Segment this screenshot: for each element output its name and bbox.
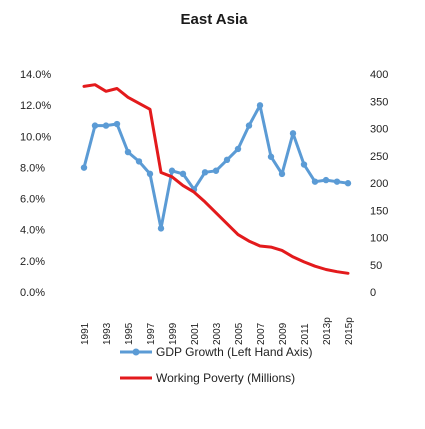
x-tick-label: 2001	[190, 322, 201, 345]
right-tick-label: 350	[370, 96, 388, 108]
x-tick-label: 1999	[168, 322, 179, 345]
series-line-working-poverty	[82, 83, 350, 275]
gdp-data-point	[267, 153, 275, 160]
left-tick-label: 8.0%	[20, 162, 45, 174]
gdp-data-point	[278, 170, 286, 178]
left-tick-label: 12.0%	[20, 100, 51, 112]
x-tick-label: 2005	[234, 322, 245, 345]
x-tick-label: 2013p	[322, 317, 333, 345]
right-tick-label: 250	[370, 151, 388, 163]
gdp-data-point	[80, 164, 88, 171]
x-tick-label: 2009	[278, 322, 289, 345]
legend-item-gdp: GDP Growth (Left Hand Axis)	[120, 345, 313, 359]
left-tick-label: 4.0%	[20, 225, 45, 237]
series-line-gdp-growth	[82, 103, 350, 230]
x-tick-label: 2011	[300, 323, 311, 345]
x-tick-label: 1993	[102, 322, 113, 345]
left-tick-label: 0.0%	[20, 287, 45, 299]
chart-title: East Asia	[181, 11, 249, 28]
left-tick-label: 6.0%	[20, 194, 45, 206]
right-tick-label: 400	[370, 69, 388, 81]
gdp-data-point	[256, 102, 264, 109]
right-axis: 0 50 100 150 200 250 300 350 400	[370, 69, 388, 299]
x-axis: 1991 1993 1995 1997 1999 2001 2003 2005 2007 2009…	[80, 317, 355, 345]
x-tick-label: 2007	[256, 322, 267, 345]
gdp-data-point	[322, 176, 330, 184]
gdp-data-point	[245, 122, 253, 129]
legend: GDP Growth (Left Hand Axis) Working Pove…	[120, 345, 313, 385]
x-tick-label: 1997	[146, 322, 157, 345]
plot-area	[80, 83, 352, 275]
right-tick-label: 50	[370, 260, 382, 272]
gdp-data-point	[146, 170, 154, 178]
legend-item-poverty: Working Poverty (Millions)	[120, 371, 295, 385]
x-tick-label: 1995	[124, 322, 135, 345]
gdp-data-point	[223, 156, 231, 164]
gdp-data-point	[344, 180, 352, 187]
right-tick-label: 0	[370, 287, 376, 299]
gdp-data-point	[168, 167, 176, 174]
left-tick-label: 2.0%	[20, 256, 45, 268]
right-tick-label: 300	[370, 124, 388, 136]
gdp-data-point	[157, 225, 165, 232]
gdp-data-point	[289, 130, 297, 137]
gdp-data-point	[91, 122, 99, 129]
legend-gdp-marker	[132, 348, 140, 356]
right-tick-label: 200	[370, 178, 388, 190]
left-tick-label: 14.0%	[20, 69, 51, 81]
gdp-data-point	[300, 161, 308, 168]
gdp-data-point	[102, 122, 110, 129]
right-tick-label: 150	[370, 205, 388, 217]
gdp-data-point	[311, 178, 319, 185]
x-tick-label: 2003	[212, 322, 223, 345]
right-tick-label: 100	[370, 233, 388, 245]
legend-gdp-label: GDP Growth (Left Hand Axis)	[156, 345, 313, 359]
gdp-data-point	[179, 170, 187, 178]
left-axis: 0.0% 2.0% 4.0% 6.0% 8.0% 10.0% 12.0% 14.0%	[20, 69, 51, 299]
legend-poverty-label: Working Poverty (Millions)	[156, 371, 295, 385]
left-tick-label: 10.0%	[20, 131, 51, 143]
x-tick-label: 2015p	[344, 317, 355, 345]
gdp-data-point	[212, 167, 220, 174]
gdp-data-point	[124, 148, 132, 156]
gdp-data-point	[113, 120, 121, 128]
gdp-data-point	[201, 169, 209, 176]
gdp-data-point	[333, 178, 341, 185]
x-tick-label: 1991	[80, 322, 91, 345]
gdp-data-point	[135, 158, 143, 165]
gdp-data-point	[234, 145, 242, 153]
